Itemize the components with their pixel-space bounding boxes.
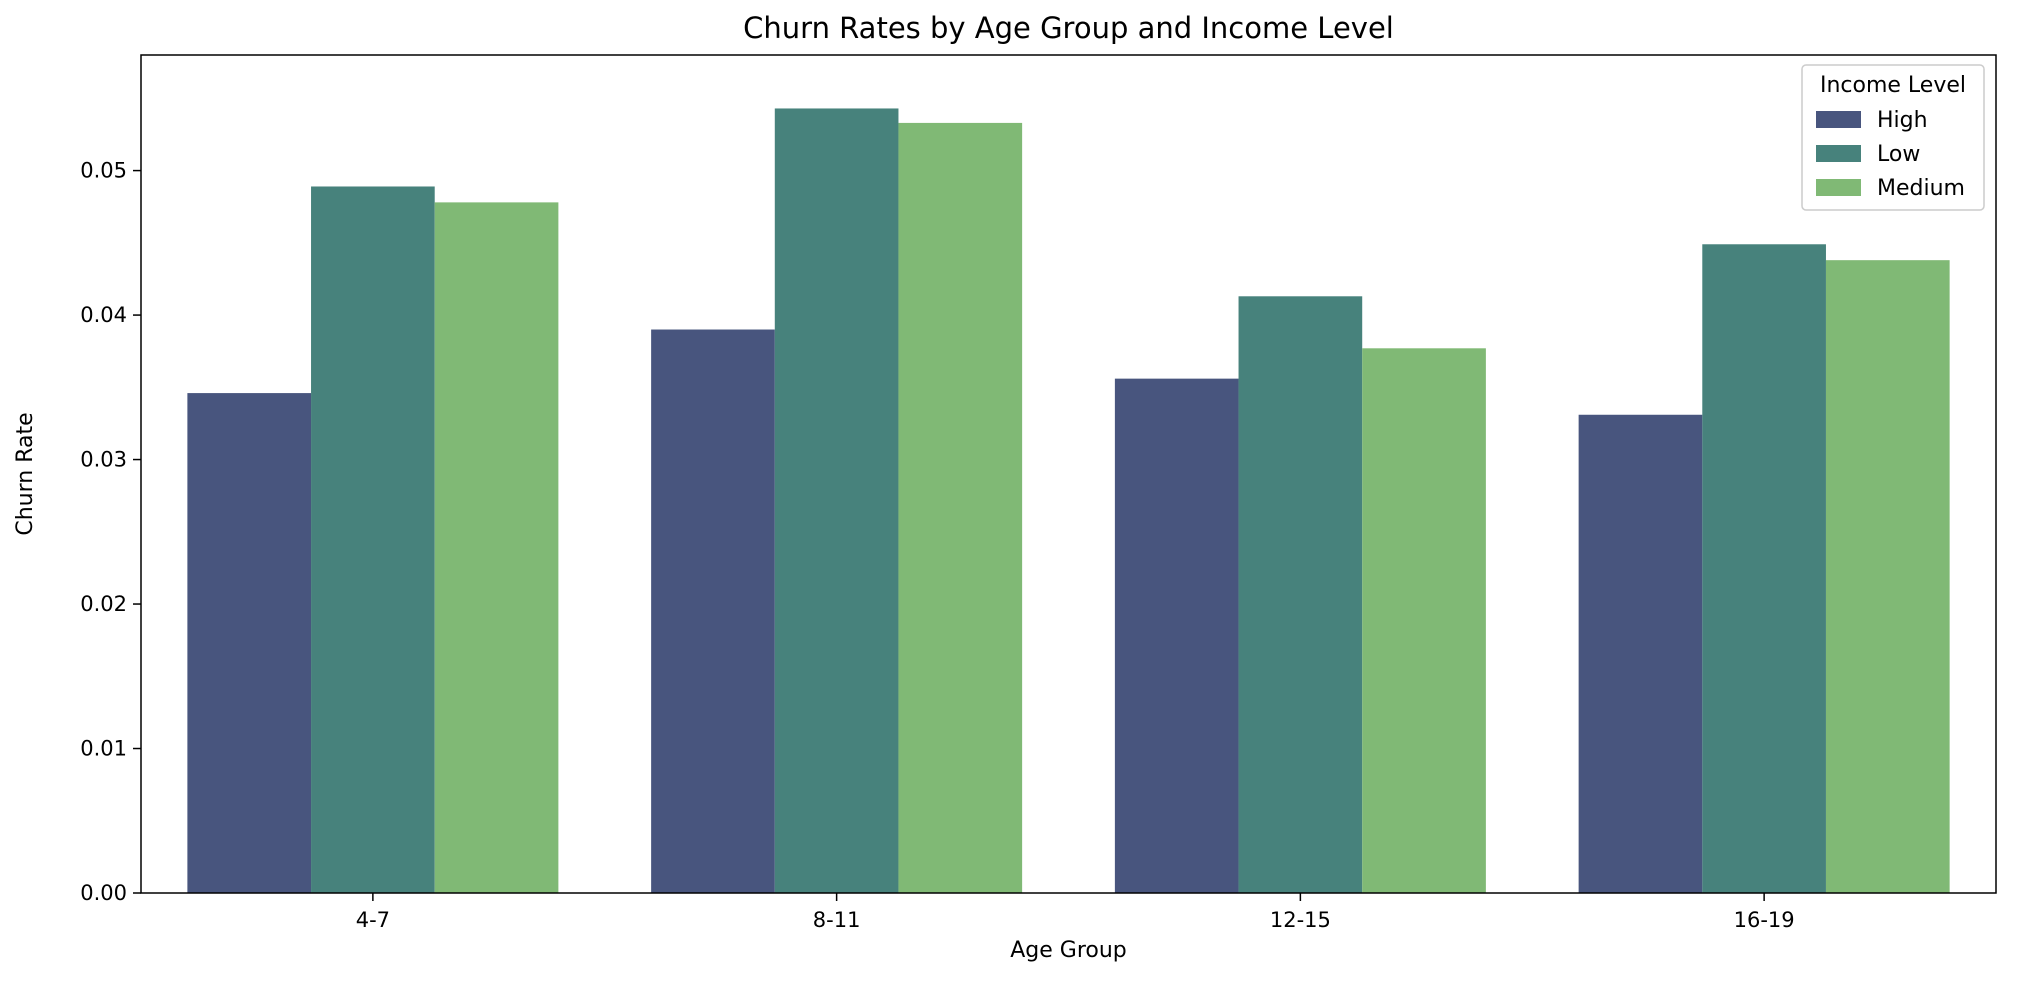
chart-title: Churn Rates by Age Group and Income Leve… (743, 11, 1394, 45)
bar-high-12-15 (1114, 378, 1239, 893)
y-axis-label: Churn Rate (13, 412, 38, 535)
legend-swatch-low (1816, 145, 1861, 162)
x-tick-label: 16-19 (1734, 908, 1795, 932)
bar-high-16-19 (1578, 414, 1703, 893)
legend-label-high: High (1877, 108, 1928, 133)
y-tick-label: 0.01 (80, 737, 127, 761)
bars-layer (187, 108, 1950, 894)
x-tick-label: 4-7 (356, 908, 390, 932)
bar-medium-8-11 (898, 122, 1023, 893)
x-tick-label: 8-11 (813, 908, 861, 932)
bar-high-4-7 (187, 393, 312, 893)
bar-low-4-7 (311, 186, 435, 894)
bar-medium-16-19 (1825, 260, 1950, 893)
legend: Income Level High Low Medium (1801, 64, 1985, 211)
legend-swatch-high (1816, 111, 1861, 128)
y-tick-label: 0.00 (80, 881, 127, 905)
legend-label-medium: Medium (1877, 176, 1965, 201)
x-tick-label: 12-15 (1270, 908, 1331, 932)
legend-label-low: Low (1877, 142, 1920, 167)
y-tick-label: 0.02 (80, 592, 127, 616)
y-tick-label: 0.05 (80, 159, 127, 183)
legend-box (1801, 64, 1985, 211)
bar-low-12-15 (1238, 296, 1363, 893)
bar-low-8-11 (774, 108, 899, 893)
y-tick-label: 0.03 (80, 448, 127, 472)
bar-medium-4-7 (434, 202, 559, 893)
bar-low-16-19 (1702, 244, 1826, 893)
y-tick-label: 0.04 (80, 303, 127, 327)
bar-medium-12-15 (1362, 348, 1486, 893)
x-axis-label: Age Group (1010, 938, 1127, 963)
axes-layer: 0.00 0.01 0.02 0.03 0.04 0.05 4-7 8-11 12-15 16-1… (80, 54, 1997, 932)
bar-high-8-11 (651, 329, 775, 893)
legend-title: Income Level (1820, 73, 1966, 98)
plot-frame (140, 54, 1997, 894)
legend-swatch-medium (1816, 179, 1861, 196)
